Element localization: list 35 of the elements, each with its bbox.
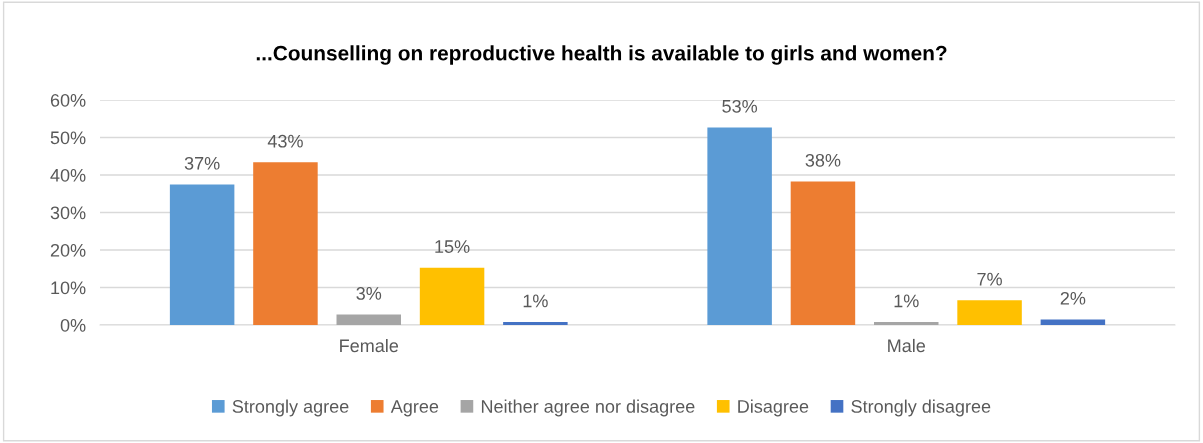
legend-label: Strongly agree	[232, 399, 349, 417]
x-tick-label: Female	[340, 338, 399, 353]
legend-label: Strongly disagree	[851, 399, 991, 417]
data-label: 1%	[523, 294, 548, 308]
bar	[1040, 319, 1106, 325]
bar	[253, 162, 318, 325]
y-tick-label: 10%	[51, 281, 86, 295]
bar	[874, 322, 939, 325]
legend-label: Neither agree nor disagree	[481, 399, 695, 417]
data-label: 3%	[356, 287, 382, 300]
bar	[169, 184, 235, 325]
data-label: 53%	[722, 99, 758, 113]
y-tick-label: 40%	[50, 168, 86, 182]
data-label: 7%	[977, 272, 1002, 286]
bar	[336, 314, 401, 325]
bar	[707, 127, 772, 325]
x-tick-label: Male	[888, 338, 926, 353]
y-tick-label: 0%	[60, 318, 86, 332]
bar	[419, 267, 485, 325]
bar	[957, 300, 1022, 325]
y-tick-label: 30%	[50, 206, 86, 220]
data-label: 38%	[805, 153, 841, 167]
y-tick-label: 50%	[50, 131, 86, 145]
bar	[790, 181, 856, 325]
legend-label: Agree	[390, 400, 439, 417]
data-label: 37%	[184, 156, 220, 170]
data-label: 15%	[435, 240, 470, 253]
data-label: 2%	[1060, 291, 1086, 305]
data-label: 1%	[894, 294, 919, 308]
y-tick-label: 60%	[50, 93, 86, 107]
legend-label: Disagree	[738, 399, 809, 417]
chart-title: ...Counselling on reproductive health is available to girls and women?	[256, 45, 947, 65]
y-tick-label: 20%	[50, 243, 86, 257]
bar	[503, 322, 568, 325]
data-label: 43%	[267, 134, 303, 148]
